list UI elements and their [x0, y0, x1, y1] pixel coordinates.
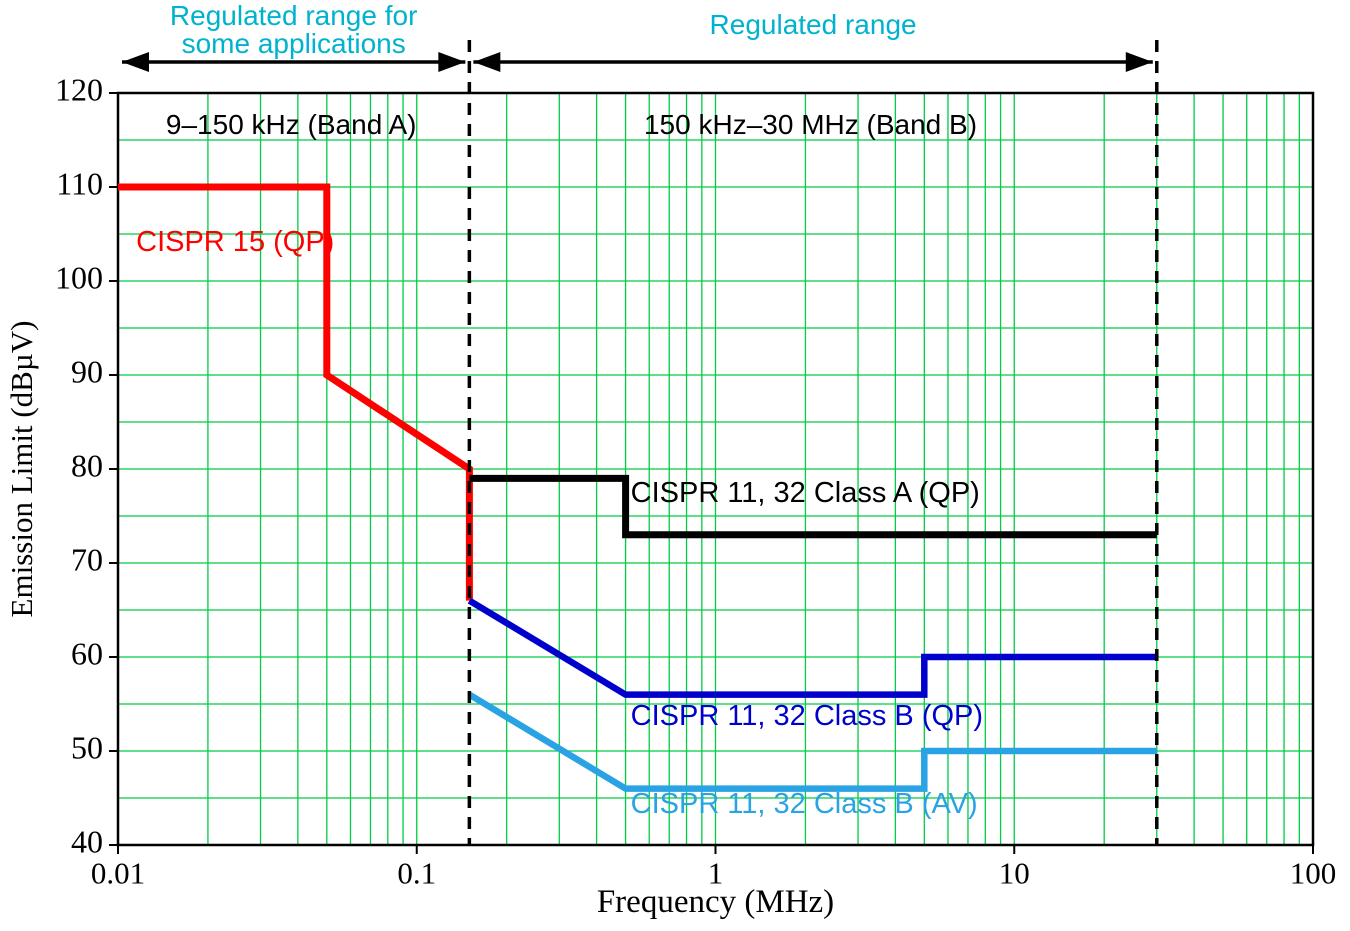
y-tick-label: 40 — [71, 823, 103, 859]
series-line — [469, 474, 1157, 539]
x-tick-label: 100 — [1290, 855, 1337, 890]
x-tick-label: 10 — [999, 855, 1030, 890]
arrowhead-left-icon — [122, 52, 149, 72]
range-annotation: Regulated range — [473, 9, 1153, 72]
x-axis-title: Frequency (MHz) — [597, 884, 834, 920]
y-axis-title: Emission Limit (dBµV) — [4, 321, 39, 618]
arrowhead-right-icon — [438, 52, 466, 72]
range-label: Regulated range — [710, 9, 917, 40]
series-line — [467, 691, 1157, 792]
series-line — [467, 597, 1157, 698]
range-label: some applications — [182, 28, 406, 59]
series-label: CISPR 11, 32 Class B (AV) — [631, 788, 978, 820]
y-tick-label: 120 — [55, 71, 103, 107]
arrowhead-right-icon — [1125, 52, 1153, 72]
y-tick-label: 90 — [71, 353, 103, 389]
x-tick-label: 0.1 — [397, 855, 436, 890]
y-tick-label: 60 — [71, 635, 103, 671]
band-label: 150 kHz–30 MHz (Band B) — [644, 109, 977, 140]
x-tick-label: 1 — [708, 855, 724, 890]
y-tick-label: 80 — [71, 447, 103, 483]
y-tick-label: 100 — [55, 259, 103, 295]
x-tick-label: 0.01 — [91, 855, 145, 890]
range-label: Regulated range for — [170, 0, 418, 31]
arrowhead-left-icon — [473, 52, 501, 72]
y-tick-label: 110 — [56, 165, 103, 201]
y-tick-label: 70 — [71, 541, 103, 577]
series-label: CISPR 11, 32 Class B (QP) — [631, 700, 983, 732]
series-label: CISPR 11, 32 Class A (QP) — [631, 477, 980, 509]
y-tick-label: 50 — [71, 729, 103, 765]
series-label: CISPR 15 (QP) — [136, 226, 334, 258]
band-label: 9–150 kHz (Band A) — [166, 109, 417, 140]
